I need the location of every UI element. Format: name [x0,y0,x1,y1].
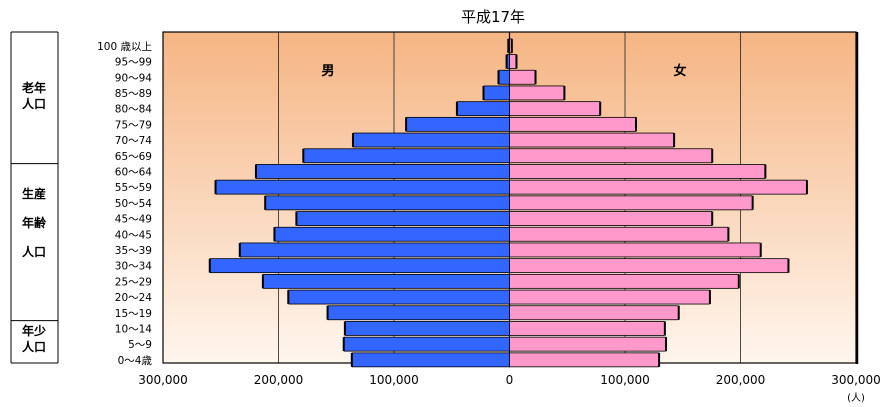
age-label: 5〜9 [128,339,152,351]
bar-male [352,352,510,368]
age-label: 100 歳以上 [97,41,152,53]
bar-male [406,116,510,132]
bar-female [509,321,665,336]
bar-male [345,321,510,336]
bar-male [263,273,510,289]
age-label: 25〜29 [115,276,152,288]
bar-male [343,336,510,352]
male-label: 男 [321,64,334,79]
group-label: 生産 [22,186,46,201]
chart-title: 平成17年 [461,8,525,26]
x-tick-label: 300,000 [138,373,188,387]
age-label: 90〜94 [115,72,153,84]
group-label: 人口 [22,244,46,259]
bar-female [509,336,666,352]
bar-female [509,148,713,164]
x-tick-label: 100,000 [369,373,419,387]
age-label: 40〜45 [115,229,152,241]
bar-male [353,132,510,148]
bar-female [509,54,517,69]
age-label: 35〜39 [115,245,152,257]
bar-female [509,195,753,211]
bar-female [509,116,636,132]
bar-male [265,195,510,211]
bar-female [509,85,565,101]
group-label: 人口 [22,339,46,354]
bar-female [509,289,710,305]
age-label: 75〜79 [115,119,152,131]
bar-male [457,101,510,117]
age-label: 95〜99 [115,57,152,69]
bar-male [288,289,510,305]
bar-male [296,211,510,226]
x-tick-label: 300,000 [831,373,881,387]
bar-female [509,164,766,179]
bar-male [215,179,510,195]
bar-male [483,85,510,101]
bar-female [509,258,789,274]
age-label: 20〜24 [115,292,153,304]
bar-male [327,305,510,321]
age-label: 65〜69 [115,151,152,163]
age-label: 60〜64 [115,166,153,178]
x-tick-label: 0 [506,373,514,387]
group-label: 年齢 [22,215,47,230]
age-label: 55〜59 [115,182,152,194]
bar-male [274,226,510,242]
bar-female [509,101,600,117]
bar-male [498,69,510,85]
bar-female [509,179,807,195]
bar-male [256,164,510,179]
age-label: 10〜14 [115,323,153,335]
bar-female [509,132,674,148]
bar-female [509,242,761,258]
group-label: 老年 [22,80,46,95]
bar-female [509,273,739,289]
bar-female [509,69,536,85]
group-label: 年少 [22,323,46,338]
unit-label: (人) [847,392,865,404]
female-label: 女 [673,63,686,79]
bar-female [509,305,679,321]
age-label: 85〜89 [115,88,152,100]
x-tick-label: 200,000 [716,373,766,387]
bar-female [509,211,713,226]
age-label: 30〜34 [115,261,153,273]
x-tick-label: 100,000 [600,373,650,387]
age-label: 0〜4歳 [118,355,153,367]
age-label: 70〜74 [115,135,153,147]
bar-female [509,38,512,54]
bar-female [509,352,659,368]
age-label: 50〜54 [115,198,153,210]
bar-female [509,226,729,242]
x-tick-label: 200,000 [254,373,304,387]
bar-male [239,242,510,258]
bar-male [303,148,510,164]
group-label: 人口 [22,96,46,111]
age-label: 80〜84 [115,104,153,116]
age-label: 15〜19 [115,308,152,320]
age-label: 45〜49 [115,214,152,226]
bar-male [209,258,510,274]
